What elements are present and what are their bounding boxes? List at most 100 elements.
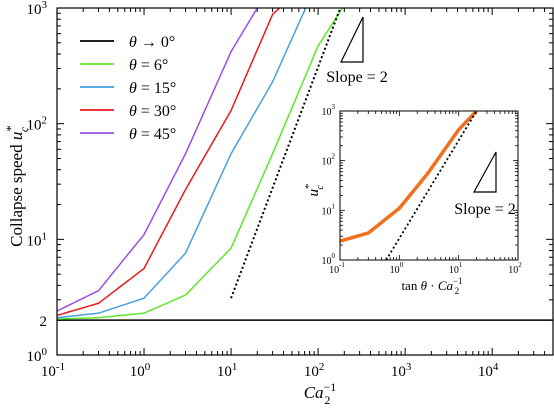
x-axis-title: Ca−1 2 [304, 380, 337, 407]
inset-x-axis-title: tan θ · Ca−1 2 [401, 276, 462, 296]
inset-slope-triangle [472, 151, 497, 193]
inset-y-tick-label: 101 [322, 202, 336, 217]
series-line [57, 8, 343, 320]
legend-value: = 15° [137, 80, 176, 97]
slope-triangle [340, 16, 364, 63]
tick-exponent: 0 [400, 261, 404, 269]
legend-theta: θ [129, 57, 137, 74]
legend: θ → 0°θ = 6°θ = 15°θ = 30°θ = 45° [80, 34, 176, 143]
legend-label: θ = 15° [129, 80, 176, 97]
tick-exponent: 2 [42, 115, 48, 127]
slope-reference-line [230, 8, 342, 299]
tick-exponent: 2 [319, 361, 325, 373]
tick-exponent: -1 [56, 361, 65, 373]
inset-series [340, 111, 478, 260]
tick-base: 10 [329, 265, 339, 276]
tick-exponent: 3 [332, 103, 336, 111]
x-tick-label: 102 [304, 361, 325, 380]
y-title-sup: * [3, 125, 18, 132]
y-title-symbol: u [7, 132, 26, 141]
plot-frame [56, 7, 554, 356]
series-line [57, 8, 258, 312]
legend-theta: θ [129, 126, 137, 143]
inset-x-title-sub: 2 [455, 286, 460, 296]
x-tick-label: 104 [478, 361, 499, 380]
tick-base: 10 [478, 364, 493, 380]
tick-base: 10 [322, 157, 332, 168]
tick-exponent: -1 [339, 261, 345, 269]
legend-value: = 30° [137, 103, 176, 120]
y-title-sub: c [17, 126, 31, 132]
inset-y-axis-title: u*c [303, 184, 326, 197]
tick-exponent: 4 [493, 361, 499, 373]
y-axis-title: Collapse speed u*c [3, 125, 31, 247]
tick-base: 10 [27, 2, 42, 18]
inset-slope-reference-line [385, 111, 478, 260]
series-line [57, 8, 280, 317]
x-title-main: Ca [304, 383, 324, 402]
inset-y-title-sup: * [303, 184, 315, 190]
legend-theta: θ [129, 80, 137, 97]
tick-base: 10 [390, 265, 400, 276]
inset-y-tick-label: 103 [322, 103, 336, 118]
inset-x-tick-label: 100 [390, 261, 404, 276]
legend-value: → 0° [137, 34, 175, 51]
tick-base: 10 [391, 364, 406, 380]
tick-base: 10 [217, 364, 232, 380]
tick-exponent: 1 [459, 261, 463, 269]
tick-exponent: 3 [42, 0, 48, 11]
legend-label: θ = 30° [129, 103, 176, 120]
inset-y-title-main: u [306, 189, 322, 197]
inset-series-line [340, 111, 478, 243]
tick-exponent: 0 [42, 346, 48, 358]
y-tick-label: 2 [40, 314, 48, 330]
tick-base: 10 [322, 256, 332, 267]
legend-theta: θ [129, 34, 137, 51]
tick-exponent: 1 [332, 202, 336, 210]
inset-x-tick-label: 102 [508, 261, 522, 276]
tick-exponent: 0 [145, 361, 151, 373]
y-tick-label: 102 [27, 115, 48, 134]
x-tick-label: 101 [217, 361, 238, 380]
inset-x-tick-label: 101 [449, 261, 463, 276]
y-title-main: Collapse speed [7, 140, 26, 247]
tick-base: 10 [449, 265, 459, 276]
tick-exponent: 3 [406, 361, 412, 373]
tick-base: 10 [322, 206, 332, 217]
legend-value: = 45° [137, 126, 176, 143]
y-tick-label: 101 [27, 230, 48, 249]
inset-x-title-theta: θ [421, 278, 428, 293]
tick-exponent: 0 [332, 252, 336, 260]
series-line [57, 8, 307, 319]
inset-y-tick-label: 100 [322, 252, 336, 267]
slope-annotation: Slope = 2 [326, 69, 387, 86]
tick-exponent: 2 [518, 261, 522, 269]
legend-theta: θ [129, 103, 137, 120]
x-title-sup: −1 [324, 380, 337, 394]
main-series [57, 8, 553, 321]
tick-base: 10 [27, 349, 42, 365]
inset-frame [339, 110, 519, 261]
x-title-sub: 2 [324, 393, 330, 407]
inset-background [308, 102, 532, 298]
tick-exponent: 1 [42, 230, 48, 242]
tick-base: 10 [27, 233, 42, 249]
x-tick-label: 103 [391, 361, 412, 380]
tick-exponent: 1 [232, 361, 238, 373]
tick-base: 10 [508, 265, 518, 276]
x-tick-label: 10-1 [41, 361, 65, 380]
tick-base: 2 [40, 314, 48, 330]
tick-base: 10 [27, 118, 42, 134]
inset-y-title-sub: c [315, 185, 326, 190]
y-tick-label: 103 [27, 0, 48, 18]
inset-x-title-tan: tan [401, 278, 420, 293]
inset-x-tick-label: 10-1 [329, 261, 345, 276]
inset-x-title-ca: Ca [438, 278, 454, 293]
main-ticks [56, 8, 554, 356]
legend-label: θ = 6° [129, 57, 168, 74]
x-tick-label: 100 [130, 361, 151, 380]
tick-base: 10 [41, 364, 56, 380]
